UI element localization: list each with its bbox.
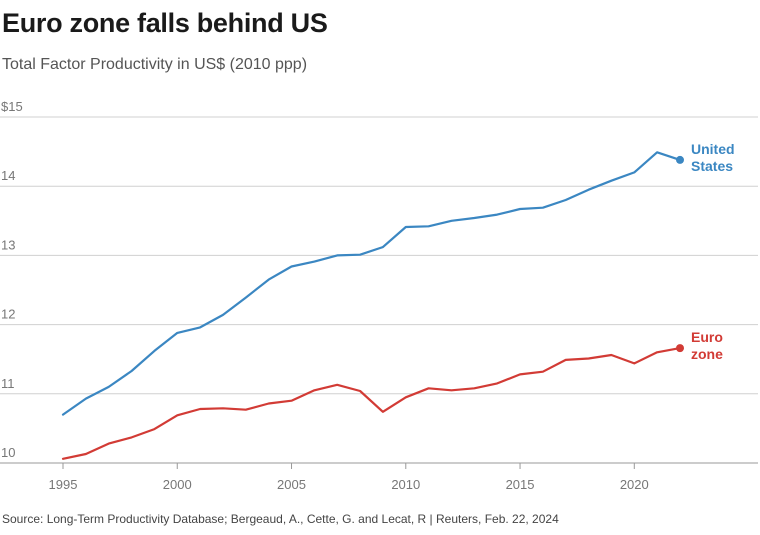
source-note: Source: Long-Term Productivity Database;…: [2, 512, 559, 526]
x-tick-label-1995: 1995: [49, 477, 78, 492]
us-series-label-line-2: States: [691, 158, 733, 174]
chart-title: Euro zone falls behind US: [2, 8, 328, 38]
euro-end-marker: [676, 344, 684, 353]
us-series-label-line-1: United: [691, 141, 735, 157]
euro-series-label: Euro zone: [691, 329, 723, 362]
series-labels: United States Euro zone: [691, 141, 735, 362]
euro-series-label-line-1: Euro: [691, 329, 723, 345]
y-tick-label-12: 12: [1, 307, 15, 322]
y-tick-label-14: 14: [1, 168, 15, 183]
x-tick-label-2020: 2020: [620, 477, 649, 492]
series-lines: [61, 151, 684, 460]
x-axis: 1995 2000 2005 2010 2015 2020: [0, 462, 758, 492]
us-end-marker: [676, 155, 684, 164]
line-chart: 10 11 12 13 14 $15 1995 2000 2005 2010 2015 2020 U…: [0, 99, 758, 492]
us-series-label: United States: [691, 141, 735, 174]
y-tick-label-10: 10: [1, 445, 15, 460]
y-tick-label-11: 11: [1, 376, 15, 391]
y-axis-tick-labels: 10 11 12 13 14 $15: [1, 99, 23, 460]
y-tick-label-15: $15: [1, 99, 23, 114]
y-tick-label-13: 13: [1, 237, 15, 252]
euro-series-line: [61, 347, 682, 460]
x-tick-label-2005: 2005: [277, 477, 306, 492]
chart-subtitle: Total Factor Productivity in US$ (2010 p…: [2, 56, 308, 73]
euro-series-label-line-2: zone: [691, 346, 723, 362]
us-series-line: [61, 151, 682, 416]
x-tick-label-2000: 2000: [163, 477, 192, 492]
gridlines: [0, 116, 758, 395]
x-tick-label-2010: 2010: [391, 477, 420, 492]
x-tick-label-2015: 2015: [506, 477, 535, 492]
